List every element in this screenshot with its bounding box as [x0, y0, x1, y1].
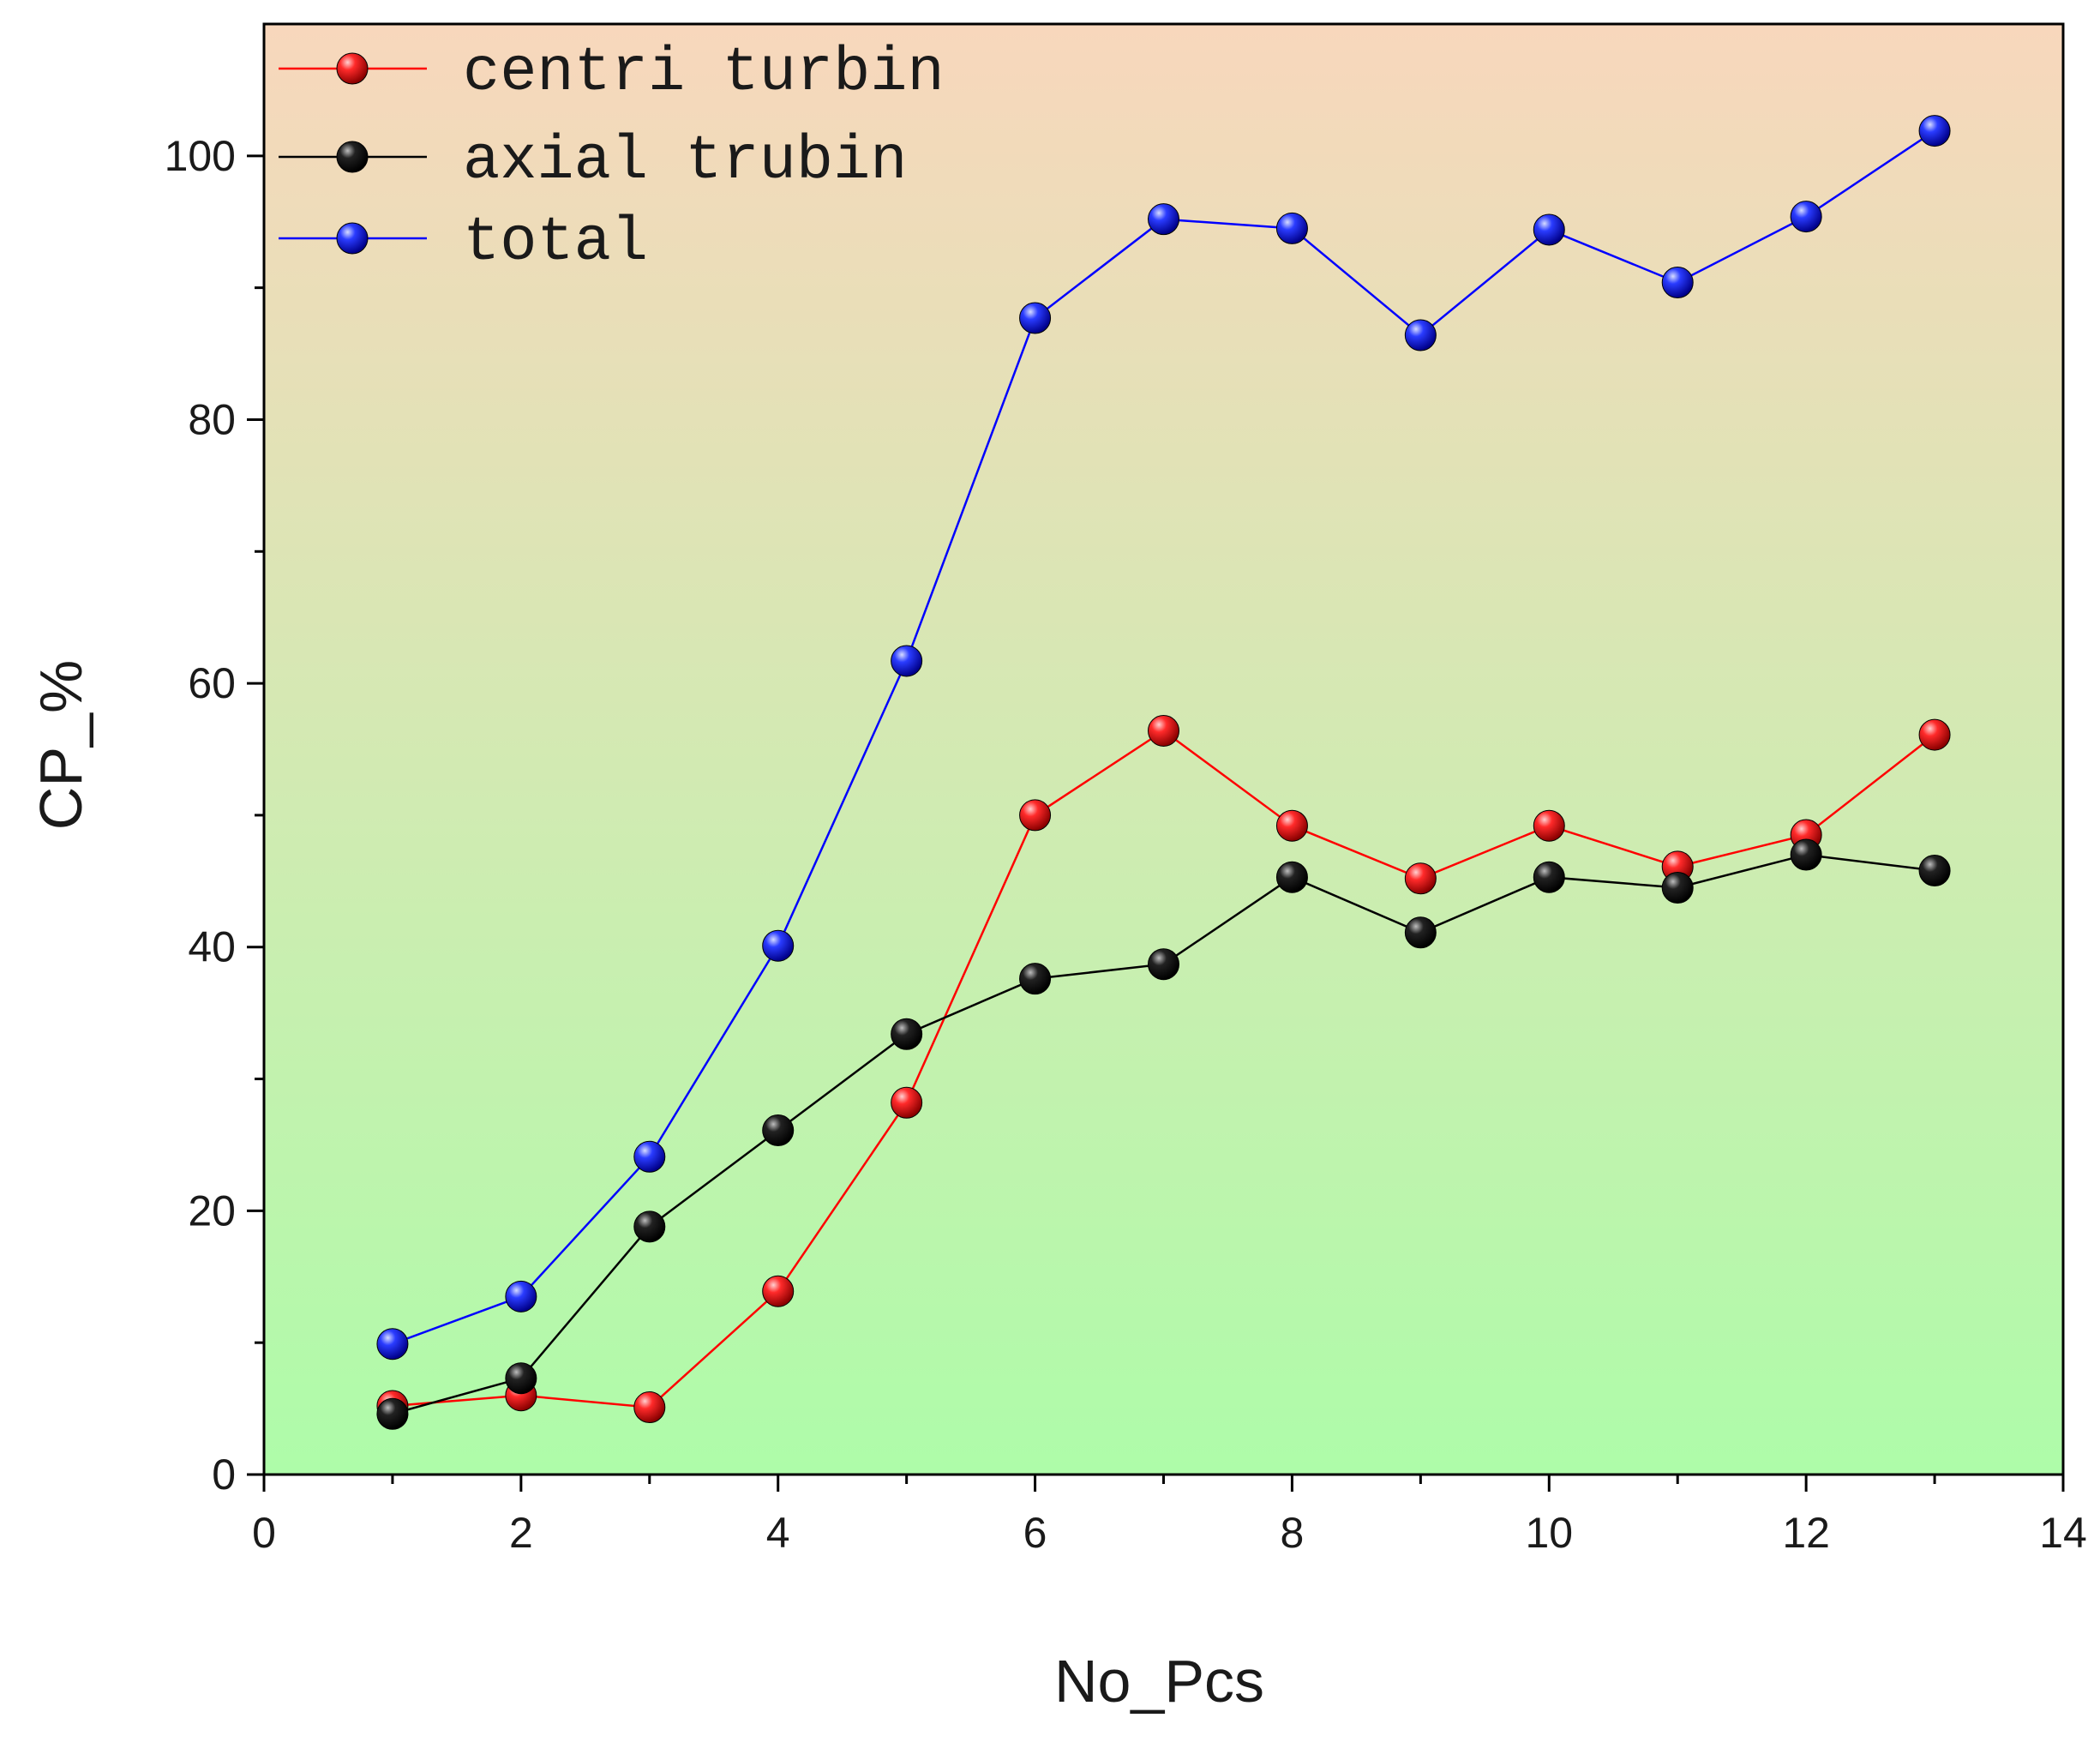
axes: 0 2 4 6 8 10 12 14 0 20 40 60 80 100 No_Pcs CP_%: [27, 132, 2087, 1715]
data-point-total: [1918, 115, 1951, 147]
data-point-axial-trubin: [1275, 861, 1308, 893]
legend-marker: [336, 52, 369, 85]
data-point-total: [1148, 203, 1179, 236]
data-point-total: [633, 1140, 666, 1173]
data-point-axial-trubin: [1790, 838, 1822, 871]
y-axis-title: CP_%: [27, 660, 94, 830]
data-point-centri-turbin: [1275, 809, 1308, 842]
data-point-axial-trubin: [1918, 855, 1951, 887]
data-point-total: [1661, 266, 1694, 298]
y-tick-label: 20: [188, 1186, 236, 1234]
legend-item-total: total: [279, 207, 648, 278]
data-point-centri-turbin: [1533, 809, 1565, 842]
legend-marker: [336, 222, 369, 255]
y-tick-label: 80: [188, 395, 236, 443]
data-point-centri-turbin: [891, 1086, 923, 1119]
x-tick-label: 2: [509, 1509, 533, 1557]
x-axis-title: No_Pcs: [1054, 1648, 1264, 1715]
data-point-total: [891, 645, 923, 677]
series-axial-trubin: [376, 838, 1951, 1430]
data-point-total: [1019, 302, 1052, 334]
y-tick-label: 60: [188, 659, 236, 707]
data-point-total: [505, 1280, 537, 1312]
legend-label: total: [463, 207, 648, 278]
data-point-total: [1533, 213, 1565, 246]
x-tick-label: 4: [766, 1509, 790, 1557]
x-tick-label: 10: [1525, 1509, 1573, 1557]
data-point-axial-trubin: [1404, 916, 1437, 949]
data-point-axial-trubin: [633, 1210, 666, 1243]
x-tick-label: 14: [2039, 1509, 2087, 1557]
legend-marker: [336, 141, 369, 173]
data-point-total: [1404, 319, 1437, 351]
series-total: [376, 115, 1951, 1361]
data-point-total: [762, 929, 795, 962]
y-tick-label: 40: [188, 923, 236, 971]
data-point-axial-trubin: [762, 1114, 795, 1147]
data-point-axial-trubin: [376, 1397, 409, 1430]
data-point-total: [376, 1328, 409, 1361]
legend-label: axial trubin: [463, 126, 907, 196]
series-layer: [376, 115, 1951, 1430]
legend-item-axial-trubin: axial trubin: [279, 126, 907, 196]
data-point-centri-turbin: [1019, 799, 1052, 832]
plot-area-background: [264, 24, 2063, 1475]
data-point-total: [1790, 201, 1822, 233]
x-tick-label: 6: [1023, 1509, 1047, 1557]
x-tick-label: 8: [1281, 1509, 1305, 1557]
data-point-axial-trubin: [1661, 872, 1694, 904]
data-point-axial-trubin: [1019, 963, 1052, 995]
y-tick-label: 100: [165, 132, 236, 180]
data-point-centri-turbin: [633, 1391, 666, 1424]
data-point-centri-turbin: [762, 1275, 795, 1307]
data-point-centri-turbin: [1404, 862, 1437, 895]
legend-item-centri-turbin: centri turbin: [279, 38, 945, 108]
data-point-centri-turbin: [1148, 714, 1179, 747]
data-point-axial-trubin: [891, 1018, 923, 1050]
data-point-centri-turbin: [1918, 718, 1951, 751]
data-point-axial-trubin: [505, 1362, 537, 1395]
x-tick-label: 0: [252, 1509, 276, 1557]
legend: centri turbin axial trubin total: [279, 38, 945, 278]
legend-label: centri turbin: [463, 38, 945, 108]
y-tick-label: 0: [212, 1451, 236, 1499]
data-point-axial-trubin: [1148, 948, 1179, 981]
data-point-axial-trubin: [1533, 861, 1565, 893]
data-point-total: [1275, 212, 1308, 244]
x-tick-label: 12: [1782, 1509, 1830, 1557]
